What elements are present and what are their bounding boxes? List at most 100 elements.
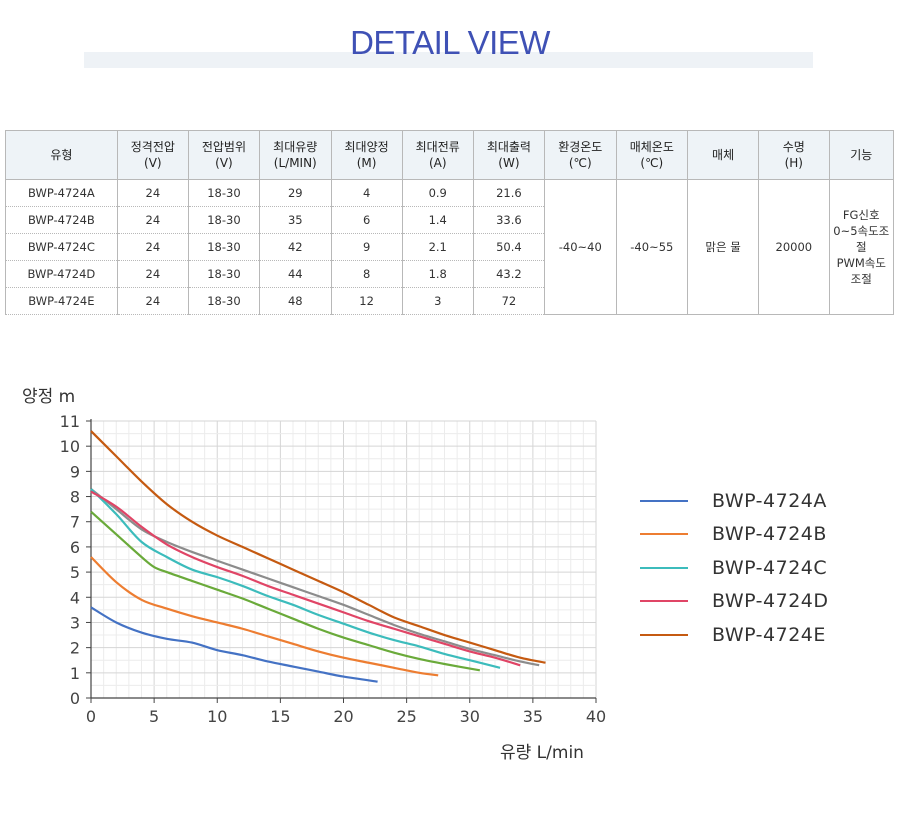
column-header: 매체 — [687, 130, 760, 180]
y-axis-label: 양정 m — [22, 387, 76, 407]
table-cell: 35 — [259, 206, 332, 234]
series-line-bwp-4724c — [90, 488, 501, 669]
table-cell: BWP-4724E — [5, 287, 118, 315]
x-tick-label: 20 — [333, 707, 353, 726]
table-cell: 3 — [401, 287, 474, 315]
table-cell: 12 — [330, 287, 403, 315]
legend-swatch — [640, 566, 688, 569]
x-tick-label: 40 — [586, 707, 606, 726]
table-cell: 18-30 — [187, 206, 261, 234]
y-tick-label: 10 — [60, 437, 80, 456]
column-header-label: 최대전류 — [415, 140, 460, 154]
y-tick-label: 4 — [70, 588, 80, 607]
column-header-label: 최대출력 — [486, 140, 531, 154]
chart-legend: BWP-4724A BWP-4724B BWP-4724C BWP-4724D BWP-… — [640, 484, 829, 652]
function-line: PWM속도 — [836, 256, 886, 270]
column-header: 수명 (H) — [758, 130, 830, 180]
table-row: BWP-4724B 24 18-30 35 6 1.4 33.6 — [5, 206, 894, 234]
legend-label: BWP-4724E — [712, 623, 826, 646]
media-cell: 맑은 물 — [687, 179, 760, 315]
series-line-bwp-4724a — [90, 606, 378, 683]
ambient-temp-cell: -40~40 — [544, 179, 617, 315]
y-tick-label: 0 — [70, 689, 80, 708]
table-cell: 0.9 — [401, 179, 474, 207]
column-header: 매체온도 (℃) — [615, 130, 689, 180]
column-header: 환경온도 (℃) — [544, 130, 617, 180]
series-line-bwp-4724e — [90, 430, 546, 664]
column-header: 유형 — [5, 130, 118, 180]
column-header-unit: (℃) — [568, 156, 592, 170]
header: DETAIL VIEW — [0, 24, 900, 62]
table-cell: 24 — [116, 260, 189, 288]
y-tick-label: 9 — [70, 462, 80, 481]
legend-label: BWP-4724B — [712, 523, 827, 546]
column-header-unit: (℃) — [640, 156, 664, 170]
table-cell: 44 — [259, 260, 332, 288]
column-header-label: 매체 — [712, 148, 735, 162]
y-tick-label: 2 — [70, 639, 80, 658]
table-cell: 43.2 — [472, 260, 546, 288]
column-header-label: 기능 — [850, 148, 873, 162]
x-axis-label: 유량 L/min — [500, 743, 584, 763]
column-header-unit: (V) — [144, 156, 162, 170]
legend-swatch — [640, 633, 688, 636]
y-tick-label: 8 — [70, 488, 80, 507]
column-header-label: 최대양정 — [344, 140, 389, 154]
legend-label: BWP-4724D — [712, 590, 829, 613]
legend-entry: BWP-4724E — [640, 618, 829, 652]
table-cell: 24 — [116, 287, 189, 315]
table-cell: BWP-4724C — [5, 233, 118, 261]
column-header-unit: (W) — [498, 156, 520, 170]
table-cell: 1.8 — [401, 260, 474, 288]
legend-entry: BWP-4724B — [640, 518, 829, 552]
column-header: 전압범위 (V) — [187, 130, 261, 180]
series-line-bwp-4724d — [90, 490, 521, 667]
legend-entry: BWP-4724C — [640, 551, 829, 585]
column-header-label: 최대유량 — [273, 140, 318, 154]
column-header-unit: (A) — [428, 156, 447, 170]
table-cell: 8 — [330, 260, 403, 288]
column-header-unit: (V) — [215, 156, 233, 170]
table-cell: 24 — [116, 206, 189, 234]
legend-label: BWP-4724A — [712, 489, 827, 512]
column-header-label: 매체온도 — [629, 140, 674, 154]
table-body: BWP-4724A 24 18-30 29 4 0.9 21.6 -40~40 -40~55 맑은… — [5, 179, 895, 315]
table-cell: BWP-4724D — [5, 260, 118, 288]
legend-swatch — [640, 499, 688, 502]
table-cell: 1.4 — [401, 206, 474, 234]
function-line: 0~5속도조 — [833, 224, 890, 238]
y-tick-label: 6 — [70, 538, 80, 557]
column-header-label: 전압범위 — [201, 140, 247, 154]
function-line: 조절 — [850, 272, 872, 286]
x-tick-label: 0 — [86, 707, 96, 726]
table-cell: 29 — [259, 179, 332, 207]
legend-swatch — [640, 600, 688, 603]
table-row: BWP-4724D 24 18-30 44 8 1.8 43.2 — [5, 260, 894, 288]
column-header-label: 환경온도 — [558, 140, 603, 154]
x-tick-label: 10 — [207, 707, 227, 726]
table-header-row: 유형 정격전압 (V) 전압범위 (V) 최대유량 (L/MIN) 최대양정 (M) 최대전류 (A… — [5, 130, 895, 180]
x-tick-label: 30 — [460, 707, 480, 726]
x-tick-label: 5 — [149, 707, 159, 726]
x-tick-label: 15 — [270, 707, 290, 726]
life-cell: 20000 — [758, 179, 830, 315]
page-title: DETAIL VIEW — [350, 24, 550, 61]
table-cell: 72 — [472, 287, 546, 315]
x-tick-label: 25 — [396, 707, 416, 726]
legend-swatch — [640, 533, 688, 536]
column-header-label: 유형 — [50, 148, 73, 162]
legend-entry: BWP-4724D — [640, 585, 829, 619]
table-cell: BWP-4724A — [5, 179, 118, 207]
function-line: 절 — [855, 240, 867, 254]
column-header-label: 정격전압 — [130, 140, 175, 154]
y-tick-label: 7 — [70, 513, 80, 532]
table-row: BWP-4724E 24 18-30 48 12 3 72 — [5, 287, 894, 315]
series-line-unlabeled — [90, 488, 540, 667]
column-header-unit: (L/MIN) — [273, 156, 317, 170]
y-tick-label: 5 — [70, 563, 80, 582]
table-cell: 18-30 — [187, 287, 261, 315]
media-temp-cell: -40~55 — [615, 179, 689, 315]
spec-table: 유형 정격전압 (V) 전압범위 (V) 최대유량 (L/MIN) 최대양정 (M) 최대전류 (A… — [5, 130, 895, 315]
y-tick-label: 1 — [70, 664, 80, 683]
